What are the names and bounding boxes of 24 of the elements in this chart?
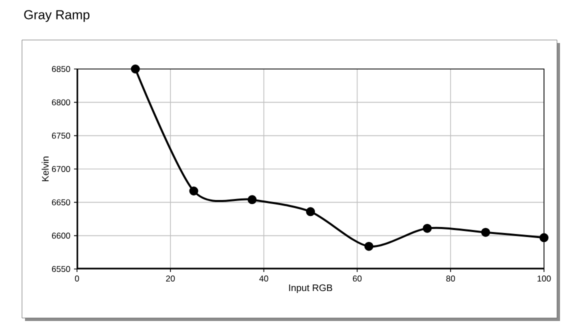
x-tick-label: 60	[352, 276, 362, 282]
y-tick-label: 6850	[52, 66, 70, 72]
x-tick-label: 20	[166, 276, 175, 282]
point	[306, 207, 316, 216]
x-tick-label: 0	[74, 276, 80, 282]
y-tick-label: 6800	[52, 99, 70, 106]
x-axis-title: Input RGB	[289, 284, 332, 294]
x-tick-label: 40	[259, 276, 268, 282]
point	[248, 195, 257, 204]
point	[540, 233, 549, 242]
y-tick-label: 6550	[52, 266, 70, 272]
y-tick-label: 6600	[52, 232, 70, 239]
chart-title: Gray Ramp	[24, 10, 90, 22]
point	[364, 242, 374, 251]
y-tick-label: 6750	[52, 132, 70, 139]
point	[481, 228, 490, 237]
x-tick-label: 100	[538, 276, 551, 282]
y-tick-label: 6700	[52, 166, 70, 172]
point	[189, 186, 198, 196]
point	[130, 64, 140, 74]
y-axis-title: Kelvin	[42, 156, 49, 182]
y-tick-label: 6650	[52, 199, 70, 206]
x-tick-label: 80	[446, 276, 455, 282]
point	[422, 224, 432, 233]
